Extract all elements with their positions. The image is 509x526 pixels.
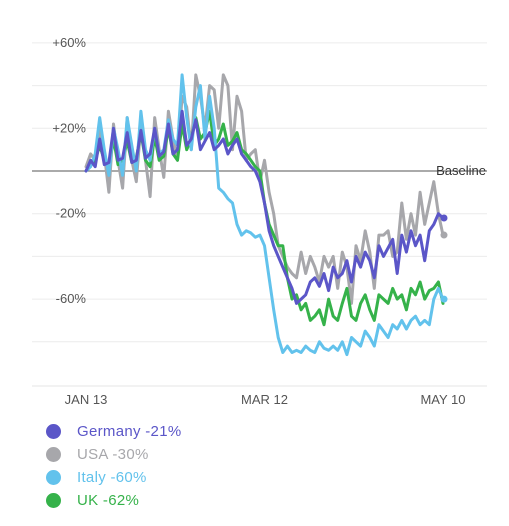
legend-dot <box>46 424 61 439</box>
y-tick-label: -60% <box>56 291 87 306</box>
end-marker-italy <box>440 295 448 303</box>
legend-dot <box>46 447 61 462</box>
series-line-usa <box>84 73 445 305</box>
legend-item-italy: Italy -60% <box>46 466 181 489</box>
chart: +60% +20% -20% -60% Baseline JAN 13 MAR 12 MA… <box>32 35 487 407</box>
series-end-markers <box>440 214 448 303</box>
x-tick-label: MAY 10 <box>420 392 465 407</box>
y-axis-ticks: +60% +20% -20% -60% <box>52 35 86 306</box>
legend-item-uk: UK -62% <box>46 489 181 512</box>
series-line-italy <box>84 73 445 357</box>
y-tick-label: +20% <box>52 120 86 135</box>
x-axis-ticks: JAN 13 MAR 12 MAY 10 <box>65 392 466 407</box>
series-lines <box>84 73 445 357</box>
legend-item-usa: USA -30% <box>46 443 181 466</box>
y-tick-label: -20% <box>56 206 87 221</box>
legend-dot <box>46 470 61 485</box>
x-tick-label: JAN 13 <box>65 392 108 407</box>
series-line-germany <box>84 109 445 305</box>
end-marker-germany <box>440 214 448 222</box>
legend-label: Italy -60% <box>77 469 147 486</box>
x-tick-label: MAR 12 <box>241 392 288 407</box>
gridlines <box>32 42 487 343</box>
legend-label: UK -62% <box>77 492 140 509</box>
end-marker-usa <box>440 231 448 239</box>
y-tick-label: +60% <box>52 35 86 50</box>
legend-label: USA -30% <box>77 446 149 463</box>
baseline-label: Baseline <box>436 163 486 178</box>
legend-dot <box>46 493 61 508</box>
legend-label: Germany -21% <box>77 423 182 440</box>
legend-item-germany: Germany -21% <box>46 420 181 443</box>
legend: Germany -21% USA -30% Italy -60% UK -62% <box>46 420 181 512</box>
